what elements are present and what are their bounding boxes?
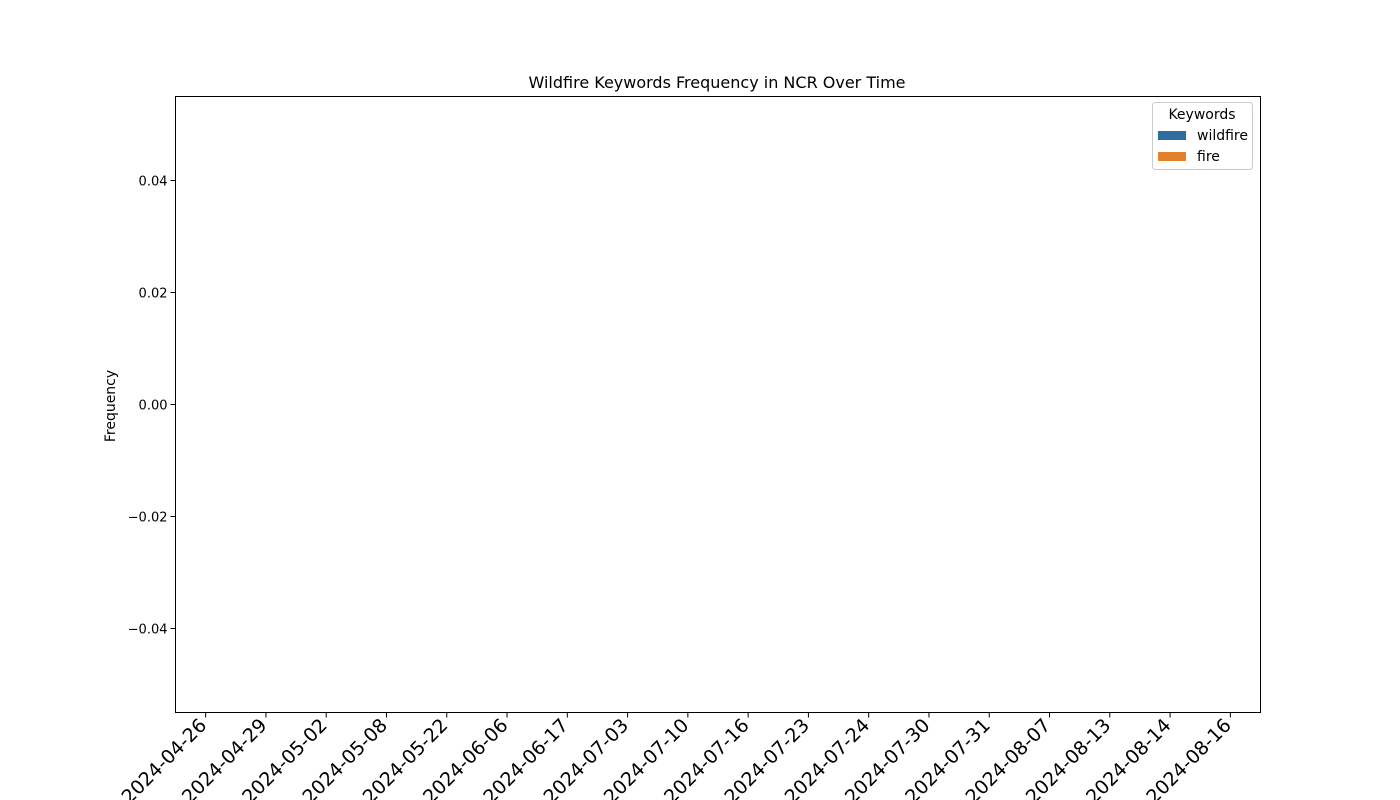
legend: Keywords wildfire fire xyxy=(1152,102,1253,170)
y-tick-label: 0.02 xyxy=(139,287,168,302)
x-axis-ticks: 2024-04-262024-04-292024-05-022024-05-08… xyxy=(118,712,1236,800)
y-tick-label: −0.04 xyxy=(128,623,168,638)
plot-area xyxy=(175,96,1261,713)
chart-title: Wildfire Keywords Frequency in NCR Over … xyxy=(529,73,906,92)
legend-title: Keywords xyxy=(1168,107,1235,123)
y-tick-label: −0.02 xyxy=(128,511,168,526)
y-tick-label: 0.04 xyxy=(139,175,168,190)
legend-label-fire: fire xyxy=(1197,149,1220,165)
y-axis-ticks: −0.04 −0.02 0.00 0.02 0.04 xyxy=(128,175,176,638)
legend-swatch-wildfire xyxy=(1158,131,1186,140)
y-tick-label: 0.00 xyxy=(139,399,168,414)
legend-label-wildfire: wildfire xyxy=(1197,128,1248,144)
legend-swatch-fire xyxy=(1158,152,1186,161)
y-axis-label: Frequency xyxy=(103,370,119,442)
